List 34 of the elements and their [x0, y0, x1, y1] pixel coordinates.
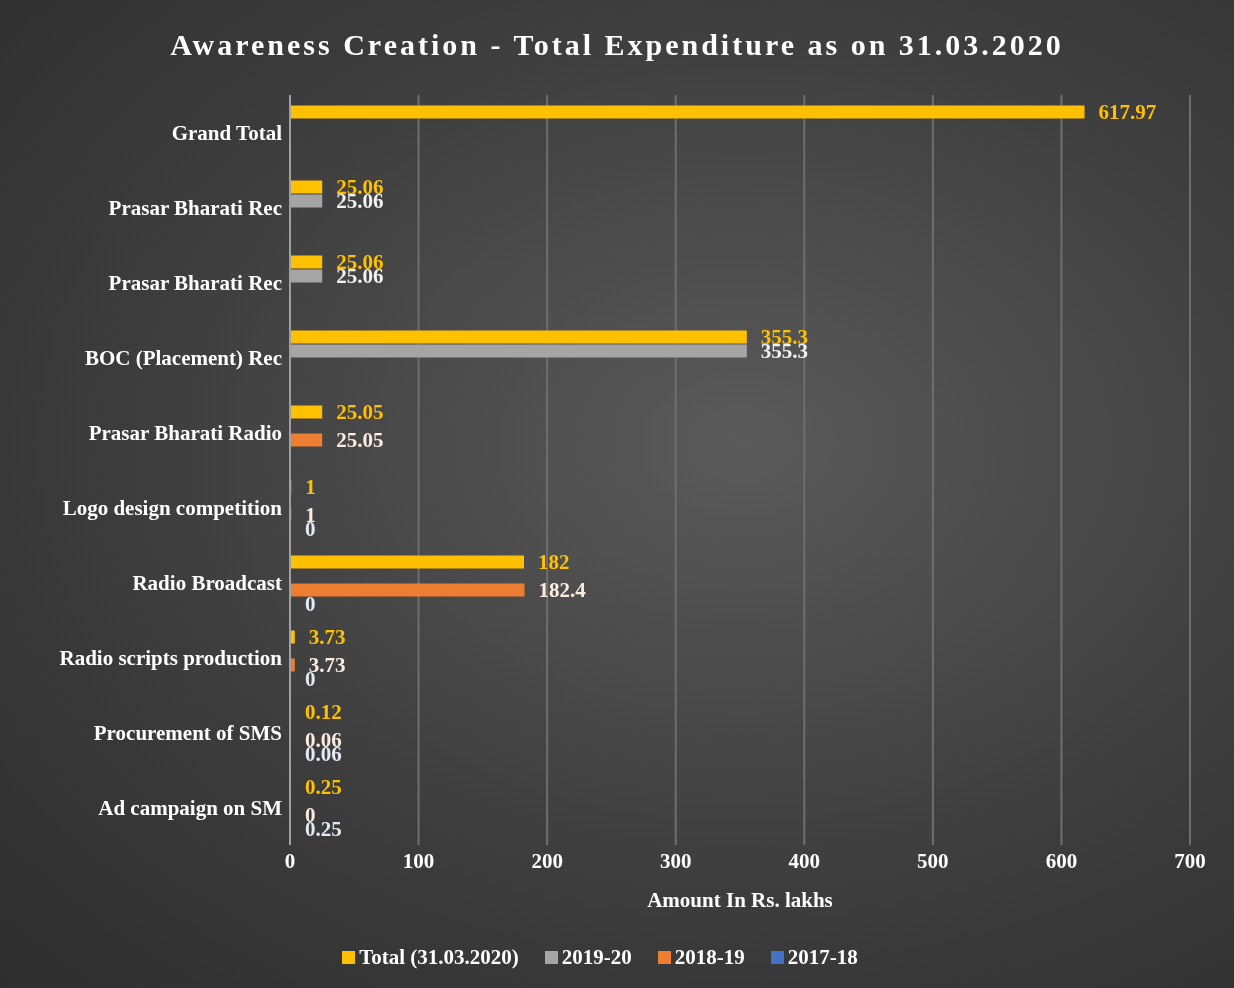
x-tick-label: 600 [1045, 848, 1078, 873]
y-tick-label: BOC (Placement) Rec [84, 345, 282, 370]
x-tick-label: 200 [531, 848, 563, 873]
y-tick-label: Prasar Bharati Rec [108, 195, 282, 220]
x-tick-label: 300 [659, 848, 692, 873]
x-axis-title: Amount In Rs. lakhs [647, 888, 833, 912]
data-label: 0 [305, 592, 316, 616]
data-label: 182.4 [538, 578, 587, 602]
data-label: 0.25 [305, 775, 342, 799]
data-label: 617.97 [1098, 100, 1157, 124]
legend-label: Total (31.03.2020) [358, 945, 519, 970]
y-tick-label: Logo design competition [62, 495, 283, 520]
y-tick-label: Grand Total [171, 120, 283, 145]
data-label: 182 [538, 550, 570, 574]
x-tick-label: 400 [788, 848, 821, 873]
data-label: 0.12 [305, 700, 342, 724]
x-tick-label: 700 [1174, 848, 1206, 873]
chart-title: Awareness Creation - Total Expenditure as on 31.03.2020 [169, 28, 1065, 62]
data-label: 25.05 [336, 400, 384, 424]
x-tick-label: 500 [917, 848, 949, 873]
x-tick-label: 0 [284, 848, 296, 873]
y-tick-label: Ad campaign on SM [98, 795, 283, 820]
data-label: 1 [305, 475, 316, 499]
y-tick-label: Prasar Bharati Radio [88, 420, 282, 445]
x-tick-label: 100 [402, 848, 435, 873]
y-tick-label: Radio Broadcast [132, 570, 282, 595]
legend-label: 2018-19 [673, 945, 745, 970]
y-tick-label: Procurement of SMS [93, 720, 282, 745]
legend-label: 2017-18 [786, 945, 858, 970]
legend-label: 2019-20 [560, 945, 632, 970]
data-label: 3.73 [308, 625, 346, 649]
data-label: 25.05 [336, 428, 384, 452]
y-tick-label: Prasar Bharati Rec [108, 270, 282, 295]
y-tick-label: Radio scripts production [59, 645, 283, 670]
